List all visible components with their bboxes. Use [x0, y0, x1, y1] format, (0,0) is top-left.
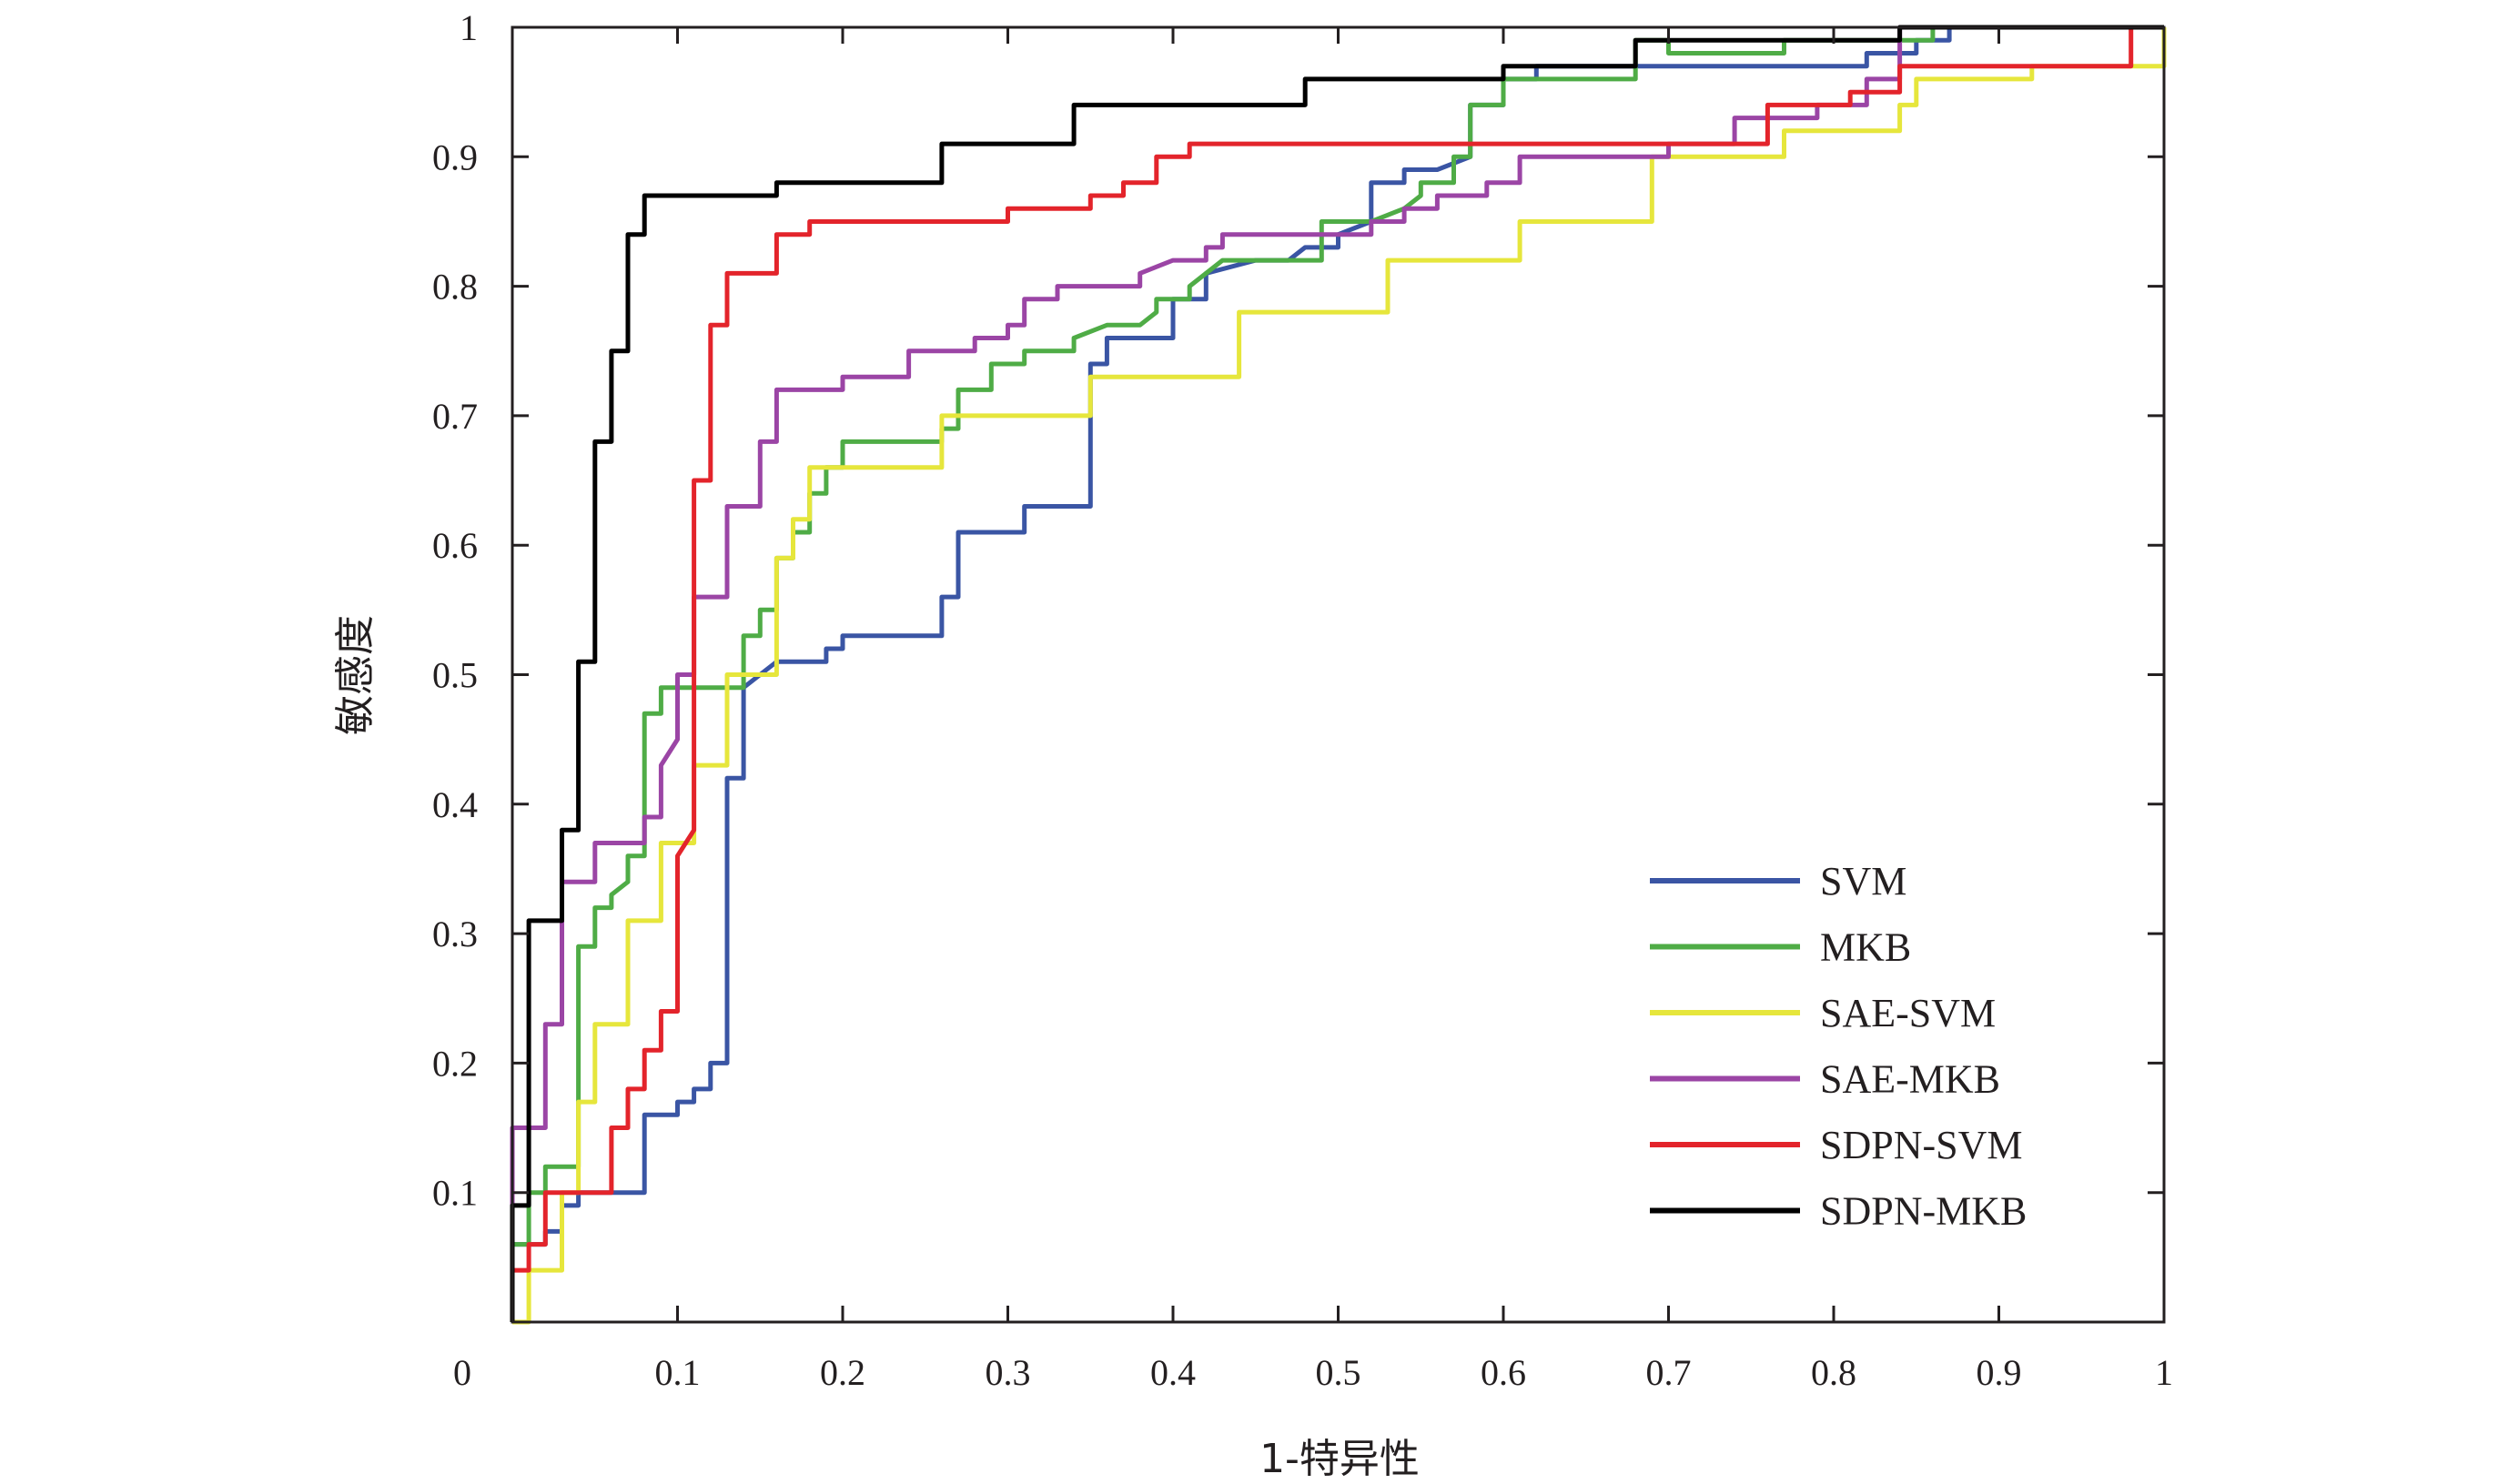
- x-tick-label: 0.2: [820, 1352, 865, 1393]
- legend: SVM MKB SAE-SVM SAE-MKB SDPN-SVM SDPN-MKB: [1650, 859, 2027, 1234]
- legend-label-svm: SVM: [1820, 859, 1906, 904]
- labels-layer: 0 0.1 0.2 0.3 0.4 0.5 0.6 0.7 0.8 0.9 1 0.1 0.2 0.3 0.…: [432, 7, 2173, 1393]
- series-layer: [510, 25, 2167, 1325]
- legend-label-sae-mkb: SAE-MKB: [1820, 1057, 2000, 1102]
- y-axis-title: 敏感度: [332, 615, 379, 735]
- y-tick-label: 0.2: [432, 1043, 478, 1084]
- x-tick-label: 0.7: [1646, 1352, 1692, 1393]
- x-tick-label: 0.5: [1316, 1352, 1361, 1393]
- y-tick-label: 1: [460, 7, 478, 48]
- x-tick-label: 0.4: [1150, 1352, 1196, 1393]
- y-tick-label: 0.8: [432, 267, 478, 308]
- legend-label-sdpn-mkb: SDPN-MKB: [1820, 1189, 2027, 1234]
- y-tick-label: 0.1: [432, 1173, 478, 1214]
- series-line-sdpn-svm: [510, 25, 2164, 1322]
- x-axis-title: 1-特异性: [1259, 1436, 1420, 1482]
- x-tick-label: 0.9: [1977, 1352, 2022, 1393]
- legend-label-mkb: MKB: [1820, 925, 1911, 970]
- x-tick-label: 0.3: [986, 1352, 1031, 1393]
- x-tick-label: 0: [453, 1352, 471, 1393]
- series-line-sae-mkb: [510, 25, 2164, 1322]
- x-tick-label: 0.1: [655, 1352, 701, 1393]
- y-tick-label: 0.5: [432, 655, 478, 696]
- y-tick-label: 0.3: [432, 914, 478, 954]
- y-tick-label: 0.9: [432, 136, 478, 177]
- x-tick-label: 1: [2155, 1352, 2173, 1393]
- series-line-sdpn-mkb: [510, 25, 2164, 1322]
- y-tick-label: 0.7: [432, 396, 478, 437]
- series-line-mkb: [510, 25, 2164, 1322]
- legend-label-sdpn-svm: SDPN-SVM: [1820, 1123, 2023, 1167]
- y-tick-label: 0.4: [432, 784, 478, 825]
- series-line-sae-svm: [512, 27, 2167, 1325]
- x-tick-label: 0.8: [1811, 1352, 1856, 1393]
- ticks-layer: [511, 25, 2166, 1322]
- x-tick-label: 0.6: [1481, 1352, 1526, 1393]
- legend-label-sae-svm: SAE-SVM: [1820, 991, 1996, 1035]
- y-tick-label: 0.6: [432, 525, 478, 566]
